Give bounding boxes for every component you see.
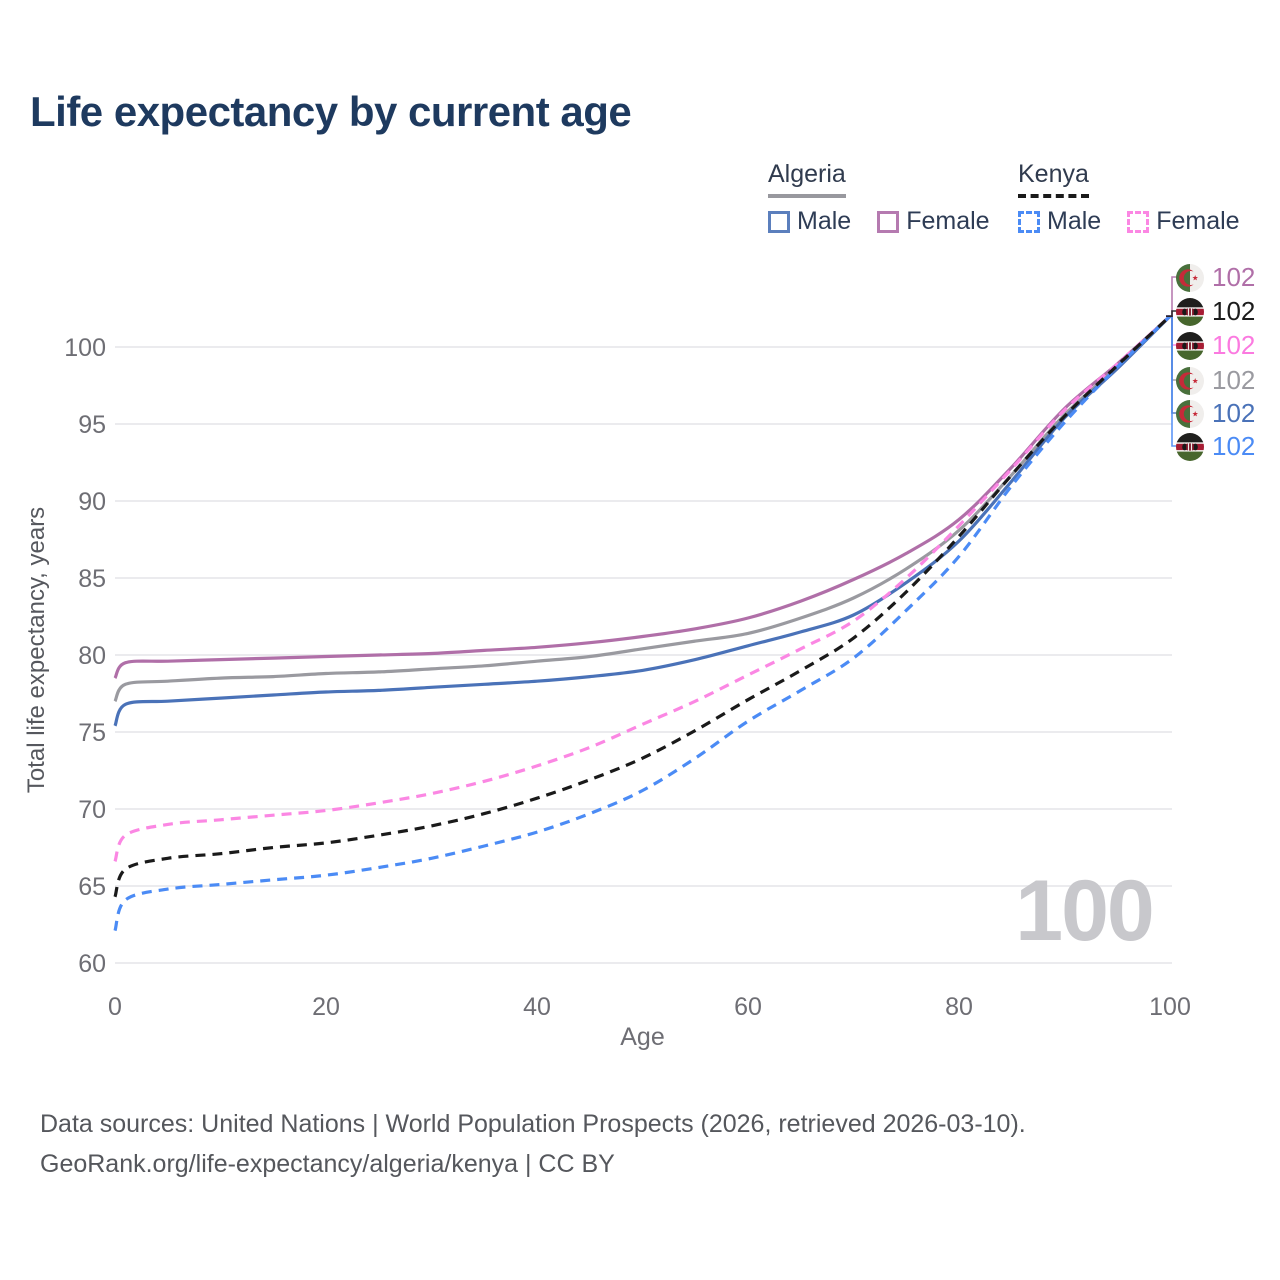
y-tick-label: 95 — [78, 411, 106, 439]
series-line-kenya-female — [113, 315, 1172, 862]
y-tick-label: 70 — [78, 796, 106, 824]
age-counter-watermark: 100 — [1015, 863, 1155, 959]
legend-item-algeria-female[interactable]: Female — [877, 207, 990, 236]
x-axis-title: Age — [620, 1023, 664, 1051]
y-tick-label: 75 — [78, 719, 106, 747]
y-tick-label: 85 — [78, 565, 106, 593]
algeria-male-swatch-icon — [768, 210, 790, 233]
end-label-row-kenya-female: 102 — [1175, 330, 1255, 361]
page-title: Life expectancy by current age — [30, 88, 632, 135]
x-tick-label: 60 — [734, 993, 762, 1021]
algeria-flag-icon — [1176, 366, 1204, 395]
end-label-row-kenya-male: 102 — [1175, 431, 1255, 462]
legend-label: Female — [1156, 207, 1240, 235]
footer: Data sources: United Nations | World Pop… — [40, 1104, 1026, 1184]
end-value-label: 102 — [1212, 365, 1256, 395]
y-tick-label: 100 — [64, 334, 106, 362]
footer-sources: Data sources: United Nations | World Pop… — [40, 1110, 1026, 1138]
end-label-row-algeria: 102 — [1175, 365, 1255, 396]
x-tick-label: 0 — [108, 993, 122, 1021]
legend-item-kenya-male[interactable]: Male — [1018, 207, 1101, 236]
kenya-male-swatch-icon — [1018, 210, 1040, 233]
x-tick-label: 100 — [1149, 993, 1191, 1021]
gridlines: 60 65 70 75 80 85 90 95 100 — [64, 334, 1172, 978]
algeria-flag-icon — [1176, 263, 1204, 292]
legend-item-algeria-male[interactable]: Male — [768, 207, 851, 236]
kenya-female-swatch-icon — [1127, 210, 1150, 233]
end-value-label: 102 — [1212, 398, 1256, 428]
y-tick-label: 65 — [78, 873, 106, 901]
kenya-flag-icon — [1176, 297, 1204, 326]
end-value-label: 102 — [1212, 431, 1256, 461]
series-line-kenya-male — [113, 315, 1172, 932]
x-tick-label: 20 — [312, 993, 340, 1021]
legend-country-kenya: Kenya — [1018, 160, 1089, 198]
footer-attribution: GeoRank.org/life-expectancy/algeria/keny… — [40, 1150, 615, 1178]
kenya-flag-icon — [1176, 331, 1204, 360]
end-value-label: 102 — [1212, 262, 1256, 292]
y-tick-label: 80 — [78, 642, 106, 670]
legend-label: Male — [1047, 207, 1102, 235]
algeria-flag-icon — [1176, 399, 1204, 428]
end-label-row-algeria-male: 102 — [1175, 398, 1255, 429]
legend-label: Female — [906, 207, 990, 235]
y-tick-label: 90 — [78, 488, 106, 516]
end-label-row-algeria-female: 102 — [1175, 262, 1255, 293]
end-label-connector — [1166, 310, 1179, 317]
legend-group-algeria: Algeria Male Female — [768, 160, 990, 236]
x-tick-label: 40 — [523, 993, 551, 1021]
series-line-algeria-male — [113, 315, 1172, 727]
algeria-female-swatch-icon — [877, 210, 900, 233]
y-tick-label: 60 — [78, 950, 106, 978]
series-line-algeria-female — [113, 315, 1172, 680]
legend-item-kenya-female[interactable]: Female — [1127, 207, 1240, 236]
end-label-row-kenya: 102 — [1175, 296, 1255, 327]
y-axis-title: Total life expectancy, years — [23, 507, 50, 793]
x-tick-label: 80 — [945, 993, 973, 1021]
life-expectancy-chart: 60 65 70 75 80 85 90 95 100 0 20 40 60 80 100 Age Total … — [23, 276, 1191, 1051]
end-value-label: 102 — [1212, 296, 1256, 326]
series-line-kenya — [113, 315, 1172, 898]
end-value-label: 102 — [1212, 330, 1256, 360]
legend-country-algeria: Algeria — [768, 160, 846, 198]
series-line-algeria — [113, 315, 1172, 703]
legend-group-kenya: Kenya Male Female — [1018, 160, 1240, 236]
kenya-flag-icon — [1176, 432, 1204, 461]
legend-label: Male — [797, 207, 852, 235]
